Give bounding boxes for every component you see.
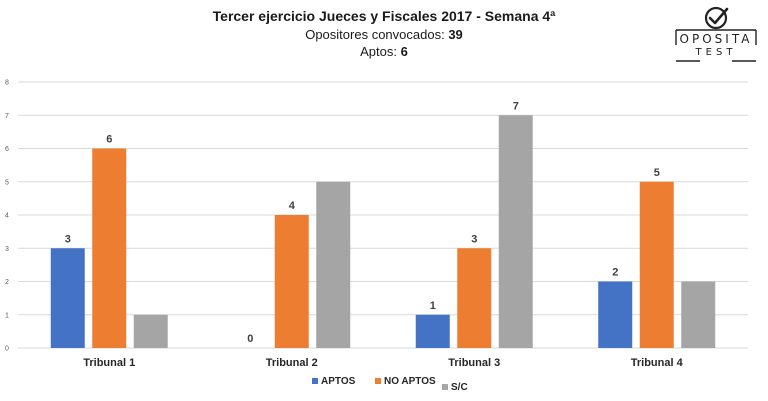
logo-line1: OPOSITA bbox=[679, 32, 753, 46]
y-tick-label: 4 bbox=[5, 213, 9, 220]
legend-label: NO APTOS bbox=[384, 376, 436, 387]
data-label: 3 bbox=[65, 233, 71, 245]
opositatest-logo: OPOSITA TEST bbox=[674, 6, 758, 62]
bar bbox=[639, 181, 674, 348]
legend-swatch bbox=[442, 384, 448, 390]
legend-label: S/C bbox=[451, 382, 468, 393]
bar bbox=[598, 281, 633, 348]
bar bbox=[133, 314, 168, 348]
bar bbox=[316, 181, 351, 348]
data-label: 6 bbox=[106, 134, 112, 146]
bar bbox=[681, 281, 716, 348]
legend-swatch bbox=[312, 378, 318, 384]
convocados-label: Opositores convocados: bbox=[305, 27, 445, 42]
aptos-line: Aptos: 6 bbox=[0, 44, 768, 59]
legend-swatch bbox=[375, 378, 381, 384]
data-label: 7 bbox=[513, 100, 519, 112]
y-tick-label: 7 bbox=[5, 113, 9, 120]
legend-label: APTOS bbox=[321, 376, 356, 387]
logo-line2: TEST bbox=[695, 47, 737, 58]
x-tick-label: Tribunal 1 bbox=[83, 357, 135, 369]
data-label: 1 bbox=[430, 300, 436, 312]
y-tick-label: 2 bbox=[5, 279, 9, 286]
y-tick-label: 8 bbox=[5, 80, 9, 87]
y-tick-label: 5 bbox=[5, 179, 9, 186]
bar bbox=[92, 148, 127, 348]
data-label: 4 bbox=[289, 200, 296, 212]
y-tick-label: 6 bbox=[5, 146, 9, 153]
convocados-line: Opositores convocados: 39 bbox=[0, 27, 768, 42]
bar bbox=[274, 215, 309, 348]
check-circle-icon bbox=[675, 6, 757, 62]
bar bbox=[498, 115, 533, 348]
x-tick-label: Tribunal 4 bbox=[631, 357, 684, 369]
x-tick-label: Tribunal 2 bbox=[266, 357, 318, 369]
bar bbox=[415, 314, 450, 348]
aptos-value: 6 bbox=[400, 44, 408, 59]
y-tick-label: 0 bbox=[5, 346, 9, 353]
y-tick-label: 1 bbox=[5, 312, 9, 319]
x-tick-label: Tribunal 3 bbox=[448, 357, 500, 369]
data-label: 0 bbox=[247, 333, 253, 345]
bar bbox=[50, 248, 85, 348]
chart-title: Tercer ejercicio Jueces y Fiscales 2017 … bbox=[212, 8, 556, 24]
bar bbox=[457, 248, 492, 348]
data-label: 5 bbox=[654, 167, 660, 179]
data-label: 3 bbox=[471, 233, 477, 245]
y-tick-label: 3 bbox=[5, 246, 9, 253]
convocados-value: 39 bbox=[448, 27, 463, 42]
data-label: 2 bbox=[612, 267, 618, 279]
aptos-label: Aptos: bbox=[360, 44, 397, 59]
